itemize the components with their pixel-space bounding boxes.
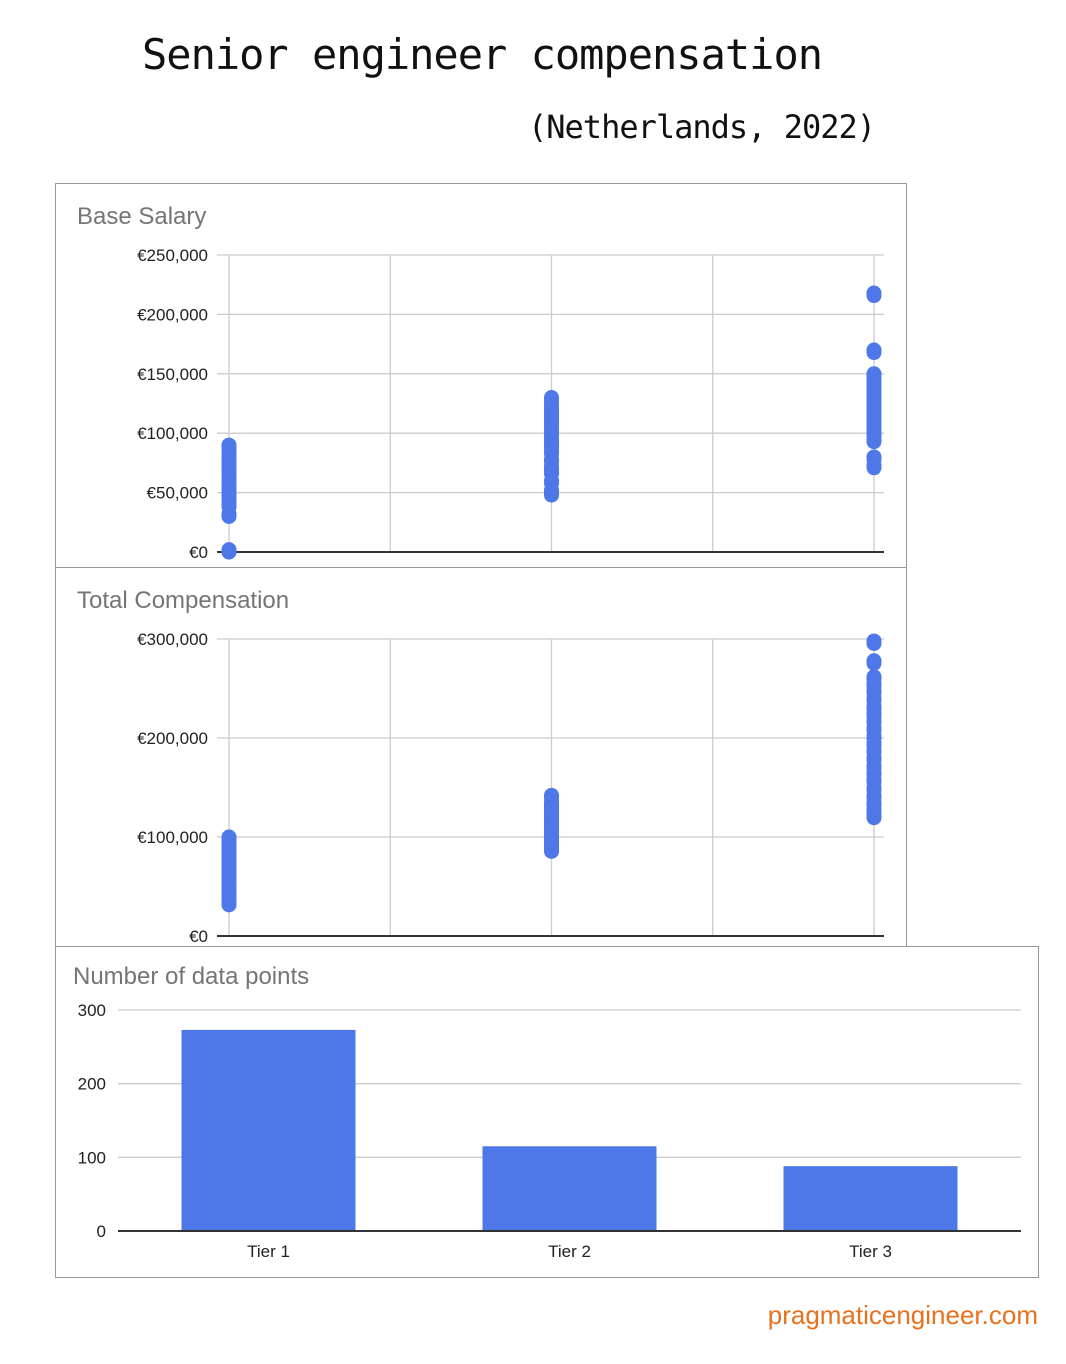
bar xyxy=(181,1029,356,1231)
y-tick-label: €50,000 xyxy=(147,484,208,503)
y-tick-label: €0 xyxy=(189,543,208,562)
data-point xyxy=(544,392,559,408)
total-compensation-chart: Total Compensation €0 €100,000 €200,000 €30… xyxy=(55,567,907,949)
data-point xyxy=(866,451,882,467)
y-tick-label: 300 xyxy=(78,1001,106,1020)
chart-title: Total Compensation xyxy=(77,587,290,614)
data-point xyxy=(866,345,882,361)
y-tick-label: €200,000 xyxy=(137,305,208,324)
y-tick-label: 200 xyxy=(78,1075,106,1094)
bar xyxy=(482,1146,657,1231)
bar xyxy=(783,1166,958,1231)
y-tick-label: €100,000 xyxy=(137,424,208,443)
data-points-plot: 0 100 200 300 Tier 1 Tier 2 Tier 3 xyxy=(78,1001,1021,1261)
data-point xyxy=(866,671,882,687)
y-tick-label: €100,000 xyxy=(137,828,208,847)
page-subtitle: (Netherlands, 2022) xyxy=(528,108,876,146)
base-salary-plot: €0 €50,000 €100,000 €150,000 €200,000 €250,00… xyxy=(137,246,884,562)
y-tick-label: 100 xyxy=(78,1148,106,1167)
x-tick-label: Tier 3 xyxy=(849,1242,892,1261)
y-tick-label: €150,000 xyxy=(137,365,208,384)
base-salary-chart: Base Salary €0 €50,000 €100,000 €150,000 €20… xyxy=(55,183,907,568)
y-tick-label: €250,000 xyxy=(137,246,208,265)
chart-title: Base Salary xyxy=(77,203,207,230)
data-point xyxy=(866,635,882,651)
data-point xyxy=(866,368,882,384)
data-point xyxy=(866,288,882,304)
total-compensation-plot: €0 €100,000 €200,000 €300,000 xyxy=(137,630,884,946)
data-points-chart: Number of data points 0 100 200 300 Tier 1 Ti… xyxy=(55,946,1039,1278)
y-tick-label: €200,000 xyxy=(137,729,208,748)
page-title: Senior engineer compensation xyxy=(142,30,823,79)
y-tick-label: €300,000 xyxy=(137,630,208,649)
credit-link[interactable]: pragmaticengineer.com xyxy=(767,1300,1038,1330)
data-point xyxy=(866,655,882,671)
y-tick-label: 0 xyxy=(97,1222,106,1241)
chart-title: Number of data points xyxy=(73,963,310,990)
y-tick-label: €0 xyxy=(189,927,208,946)
x-tick-label: Tier 2 xyxy=(548,1242,591,1261)
x-tick-label: Tier 1 xyxy=(247,1242,290,1261)
data-point xyxy=(221,832,237,847)
data-point xyxy=(221,440,237,456)
data-point xyxy=(221,544,237,560)
data-point xyxy=(544,790,559,806)
